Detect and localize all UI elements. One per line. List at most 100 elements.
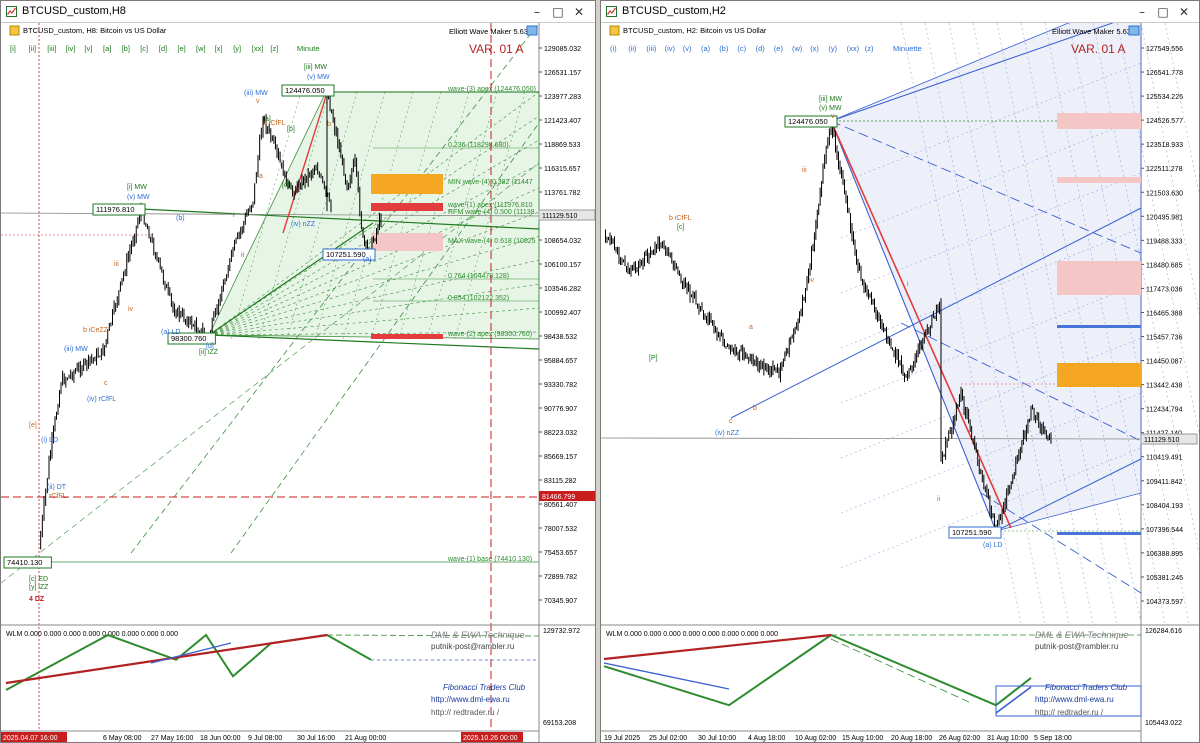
price-tick-label: 95884.657: [544, 358, 577, 365]
wave-button[interactable]: [i]: [10, 44, 16, 53]
wave-label: (iii) MW: [244, 90, 268, 97]
wave-button[interactable]: [c]: [140, 44, 148, 53]
wave-label: ii: [937, 496, 941, 503]
wave-button[interactable]: (xx): [847, 44, 860, 53]
wave-button[interactable]: (z): [865, 44, 874, 53]
current-price-text: 111129.510: [542, 213, 578, 220]
price-tick-label: 123977.283: [544, 94, 581, 101]
time-tick-label: 26 Aug 02:00: [939, 735, 980, 742]
chart-canvas-h2[interactable]: 127549.556 126541.778 125534.226 124526.577…: [601, 23, 1199, 742]
wave-label: [e]: [29, 422, 37, 429]
wave-button[interactable]: [xx]: [252, 44, 264, 53]
target-zone-pink: [1057, 177, 1141, 183]
footer-text: Fibonacci Traders Club: [443, 683, 526, 692]
footer-text: Fibonacci Traders Club: [1045, 683, 1128, 692]
wave-label: (v) MW: [127, 194, 150, 201]
price-tick-label: 105381.246: [1146, 575, 1183, 582]
wave-label: (v) MW: [819, 105, 842, 112]
title-bar-h2[interactable]: BTCUSD_custom,H2 – □ ✕: [601, 1, 1199, 23]
price-tick-label: 123518.933: [1146, 142, 1183, 149]
target-zone-pink: [1057, 113, 1141, 129]
price-tick-label: 121503.630: [1146, 190, 1183, 197]
time-tick-label: 9 Jul 08:00: [248, 735, 282, 742]
wave-apex-price-bg: [784, 115, 838, 128]
wave-button[interactable]: (d): [756, 44, 766, 53]
target-zone-red: [371, 334, 443, 339]
wave-button[interactable]: (v): [683, 44, 692, 53]
wave-button[interactable]: [w]: [196, 44, 206, 53]
window-title: BTCUSD_custom,H8: [22, 5, 126, 17]
wave-button[interactable]: (iii): [646, 44, 656, 53]
wave-button[interactable]: (e): [774, 44, 784, 53]
close-button[interactable]: ✕: [573, 5, 585, 19]
chart-window-h8[interactable]: BTCUSD_custom,H8 – □ ✕ 129085.032 126531.…: [0, 0, 596, 743]
wave-button[interactable]: (iv): [665, 44, 676, 53]
fib-level-label: 0.764 (104478.128): [448, 273, 509, 280]
symbol-line: BTCUSD_custom, H2: Bitcoin vs US Dollar: [623, 26, 767, 35]
fib-level-label: MIN wave-(4) 0.382 (11447: [448, 179, 533, 186]
wave-button[interactable]: [b]: [122, 44, 130, 53]
price-tick-label: 72899.782: [544, 574, 577, 581]
wave-label: (v) MW: [307, 74, 330, 81]
wave-button[interactable]: (y): [828, 44, 837, 53]
wave-button[interactable]: (w): [792, 44, 803, 53]
pitchfork-grid: [840, 282, 1142, 404]
price-tick-label: 103546.282: [544, 286, 581, 293]
time-tick-label: 25 Jul 02:00: [649, 735, 687, 742]
red-level-tag: [539, 491, 595, 501]
title-bar-h8[interactable]: BTCUSD_custom,H8 – □ ✕: [1, 1, 595, 23]
symbol-line: BTCUSD_custom, H8: Bitcoin vs US Dollar: [23, 26, 167, 35]
wave-low-price: 98300.760: [171, 334, 206, 343]
maximize-button[interactable]: □: [1157, 5, 1169, 19]
fib-level-label: RFM wave-(4) 0.500 (11138: [448, 209, 535, 216]
chart-canvas-h8[interactable]: 129085.032 126531.157 123977.283 121423.407…: [1, 23, 595, 742]
symbol-icon: [609, 25, 620, 36]
fan-line: [208, 307, 540, 336]
wave-button[interactable]: (ii): [628, 44, 637, 53]
pitchfork-grid: [1020, 23, 1142, 624]
fan-line: [208, 139, 540, 336]
wave-apex-price: 124476.050: [788, 117, 828, 126]
degree-label: Minuette: [893, 44, 922, 53]
wave-label: [a]: [263, 116, 271, 123]
minimize-button[interactable]: –: [1139, 5, 1145, 19]
pitchfork-grid: [840, 337, 1142, 459]
price-tick-label: 106100.157: [544, 262, 581, 269]
footer-text: http:// redtrader.ru /: [1035, 708, 1104, 717]
oscillator-blue: [150, 642, 232, 664]
price-tick-label: 107396.544: [1146, 527, 1183, 534]
current-price-tag: [1140, 433, 1198, 445]
red-level-text: 81466.799: [542, 494, 575, 501]
chart-window-h2[interactable]: BTCUSD_custom,H2 – □ ✕ 127549.556 126541.…: [600, 0, 1200, 743]
wave-button[interactable]: [ii]: [29, 44, 36, 53]
wave-button[interactable]: [iii]: [47, 44, 56, 53]
wave-button[interactable]: [y]: [233, 44, 241, 53]
wave-button[interactable]: (b): [719, 44, 729, 53]
minimize-button[interactable]: –: [534, 5, 540, 19]
pitchfork-grid: [948, 23, 1070, 624]
wave-button[interactable]: [z]: [270, 44, 278, 53]
oscillator-tick: 126284.616: [1145, 628, 1182, 635]
price-tick-label: 109411.842: [1146, 479, 1183, 486]
oscillator-trend: [603, 633, 832, 661]
footer-text: putnik-post@rambler.ru: [431, 642, 514, 651]
wave-label: iv: [809, 277, 815, 284]
maximize-button[interactable]: □: [552, 5, 564, 19]
wave-button[interactable]: [a]: [103, 44, 111, 53]
current-price-line: [1, 212, 540, 217]
price-tick-label: 98438.532: [544, 334, 577, 341]
close-button[interactable]: ✕: [1178, 5, 1190, 19]
wave-button[interactable]: (a): [701, 44, 711, 53]
wave-button[interactable]: [d]: [159, 44, 167, 53]
wave-button[interactable]: [e]: [177, 44, 185, 53]
price-tick-label: 126531.157: [544, 70, 581, 77]
wave-button[interactable]: (x): [810, 44, 819, 53]
wave-button[interactable]: [v]: [84, 44, 92, 53]
wave-button[interactable]: [x]: [215, 44, 223, 53]
wave-button[interactable]: (c): [737, 44, 746, 53]
window-title: BTCUSD_custom,H2: [622, 5, 726, 17]
oscillator-label: WLM 0.000 0.000 0.000 0.000 0.000 0.000 …: [6, 631, 178, 638]
wave-button[interactable]: (i): [610, 44, 617, 53]
ewm-label: Elliott Wave Maker 5.63: [449, 27, 528, 36]
wave-button[interactable]: [iv]: [66, 44, 76, 53]
